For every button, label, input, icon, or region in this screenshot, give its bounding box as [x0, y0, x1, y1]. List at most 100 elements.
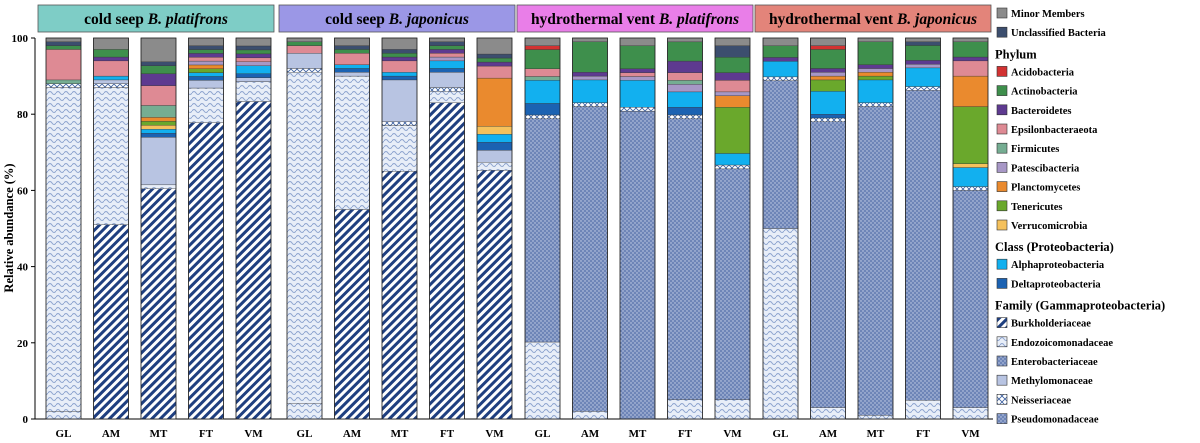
bar-outline: [524, 37, 561, 420]
bar-segment: [857, 415, 894, 420]
panel-title-text: hydrothermal vent: [769, 11, 897, 28]
bar-segment: [762, 61, 799, 78]
legend-swatch: [996, 85, 1008, 96]
bar-segment: [140, 37, 177, 62]
bar-segment: [429, 68, 465, 73]
x-category-label: GL: [297, 428, 313, 440]
bar-segment: [667, 41, 703, 62]
legend-swatch: [996, 26, 1008, 38]
bar-segment: [334, 49, 370, 54]
bar-segment: [429, 60, 465, 69]
bar-segment: [235, 45, 272, 51]
bar-segment: [334, 53, 370, 65]
bar-segment: [857, 79, 894, 103]
bar-segment: [381, 121, 418, 126]
bar-segment: [93, 56, 129, 62]
bar-segment: [429, 72, 465, 88]
bar-segment: [524, 37, 561, 46]
bar-segment: [714, 168, 751, 400]
bar-segment: [381, 79, 418, 122]
bar-outline: [905, 37, 941, 420]
bar-segment: [857, 41, 894, 65]
bar-outline: [93, 37, 129, 420]
x-axis-labels: GL AM MT FT VM GL AM MT FT VM GL AM MT FT VM GL AM MT FT VM: [56, 428, 981, 440]
bar-segment: [140, 137, 177, 186]
bars: [45, 37, 989, 420]
bar-segment: [140, 105, 177, 118]
panel-header-box: [37, 4, 275, 33]
bar-segment: [188, 68, 224, 73]
bar-segment: [334, 37, 370, 46]
bar-segment: [952, 41, 989, 58]
bar-segment: [429, 49, 465, 54]
bar-segment: [476, 77, 513, 127]
bar-segment: [235, 57, 272, 62]
panel-title-species: B. platifrons: [658, 11, 739, 28]
bar-segment: [952, 167, 989, 187]
bar-segment: [905, 90, 941, 401]
legend-swatch: [996, 200, 1008, 212]
bar-segment: [952, 56, 989, 62]
bar-outline: [619, 37, 656, 420]
panel-title: hydrothermal vent B. japonicus: [769, 11, 977, 28]
bar-segment: [810, 91, 846, 115]
bar-segment: [334, 68, 370, 73]
legend-swatch: [996, 355, 1008, 367]
bar-outline: [429, 37, 465, 420]
bar-segment: [140, 73, 177, 86]
bar-segment: [381, 60, 418, 73]
bar-segment: [140, 65, 177, 74]
bar-segment: [235, 65, 272, 74]
bar-segment: [667, 107, 703, 116]
legend-swatch: [996, 374, 1008, 386]
bar-segment: [857, 64, 894, 69]
bar-segment: [857, 37, 894, 42]
bar-segment: [93, 60, 129, 77]
legend-label: Verrucomicrobia: [1011, 221, 1088, 232]
legend-swatch: [996, 317, 1008, 328]
legend-label: Firmicutes: [1011, 144, 1059, 155]
bar-segment: [140, 129, 177, 134]
bar-segment: [762, 80, 799, 229]
panel-title-text: hydrothermal vent: [531, 11, 659, 28]
panel-title-text: cold seep: [325, 11, 389, 28]
x-category-label: MT: [391, 428, 409, 440]
bar-segment: [572, 37, 608, 42]
bar-segment: [381, 53, 418, 58]
bar-segment: [188, 122, 224, 420]
bar-segment: [476, 162, 513, 171]
panel-title-text: cold seep: [84, 11, 148, 28]
bar-segment: [334, 209, 370, 420]
bar-segment: [762, 228, 799, 420]
y-tick-label: 40: [17, 262, 29, 274]
bar-outline: [714, 37, 751, 420]
bar-segment: [810, 68, 846, 73]
bar-segment: [476, 170, 513, 420]
bar-segment: [45, 83, 82, 88]
y-tick-label: 0: [23, 414, 29, 426]
x-category-label: GL: [535, 428, 551, 440]
bar-segment: [334, 64, 370, 69]
legend-heading: Family (Gammaproteobacteria): [995, 299, 1165, 313]
bar-segment: [286, 68, 323, 73]
bar-segment: [476, 126, 513, 135]
bar-segment: [45, 41, 82, 46]
bar-segment: [286, 72, 323, 404]
bar-segment: [381, 49, 418, 54]
legend-label: Neisseriaceae: [1011, 395, 1071, 406]
panel-headers: cold seep B. platifrons cold seep B. japo…: [37, 4, 992, 33]
bar-segment: [188, 80, 224, 89]
y-tick-label: 80: [17, 109, 29, 121]
bar-segment: [476, 65, 513, 79]
bar-segment: [857, 72, 894, 77]
legend-swatch: [996, 162, 1008, 173]
bar-segment: [667, 80, 703, 85]
bar-outline: [476, 37, 513, 420]
bar-segment: [476, 53, 513, 59]
bar-segment: [572, 106, 608, 412]
y-tick-label: 20: [17, 338, 29, 350]
bar-segment: [905, 37, 941, 42]
bar-segment: [429, 87, 465, 92]
panel-header-box: [516, 4, 754, 33]
bar-segment: [235, 101, 272, 420]
